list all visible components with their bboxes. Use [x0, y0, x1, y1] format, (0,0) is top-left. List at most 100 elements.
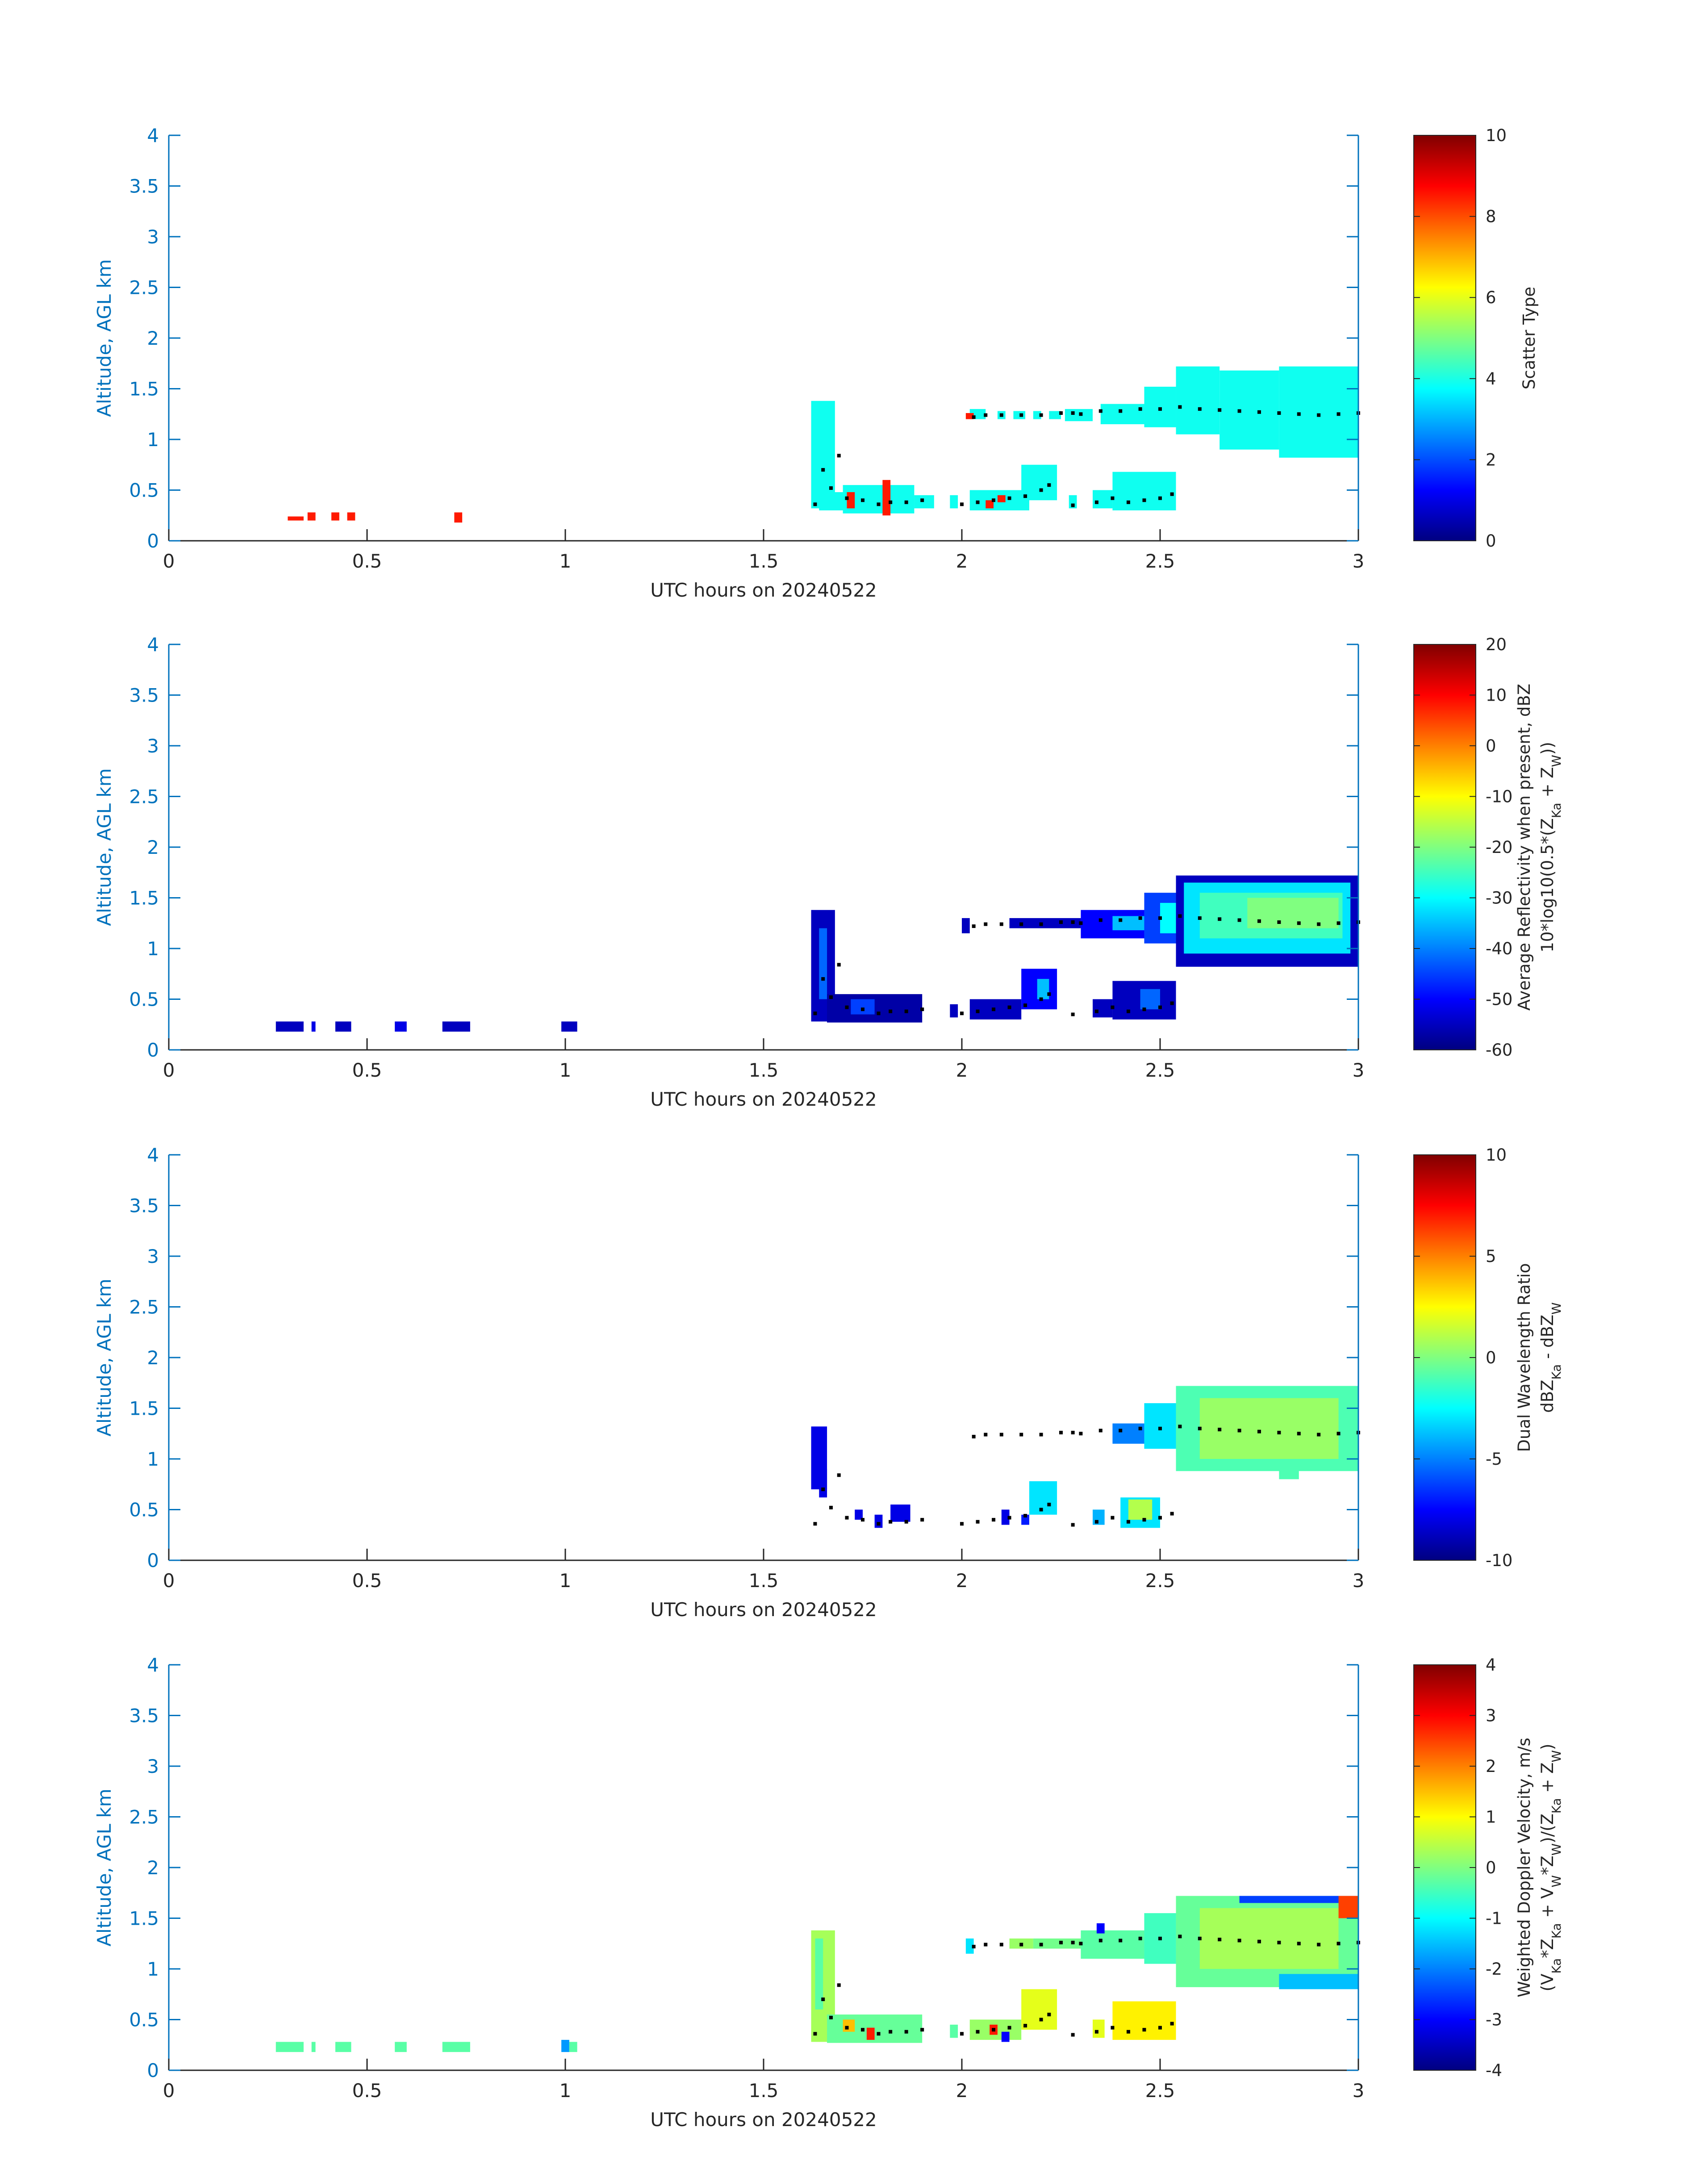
marker-dot — [992, 1007, 996, 1011]
marker-dot — [1111, 1005, 1115, 1009]
marker-dot — [1277, 920, 1281, 924]
x-tick-label: 2.5 — [1145, 2080, 1175, 2102]
marker-dot — [992, 2028, 996, 2032]
marker-dot — [1023, 1514, 1027, 1518]
colorbar-tick-label: -20 — [1486, 838, 1512, 857]
heatmap-cell — [276, 2042, 304, 2052]
heatmap-cell — [1049, 411, 1061, 419]
marker-dot — [984, 1433, 988, 1437]
marker-dot — [1059, 1940, 1063, 1944]
colorbar-label-line-2: (VKa*ZKa + VW*ZW)/(ZKa + ZW) — [1538, 1744, 1564, 1992]
heatmap-cell — [1065, 409, 1093, 422]
x-tick-label: 2 — [956, 2080, 968, 2102]
heatmap-cell — [1199, 1908, 1339, 1969]
marker-dot — [889, 1520, 893, 1524]
marker-dot — [999, 1433, 1003, 1437]
marker-dot — [1039, 1433, 1043, 1437]
chart-panel-4: 0 0.5 1 1.5 2 2.5 3 0 0.5 1 1.5 2 2.5 3 3.5 4 UTC hours … — [93, 1654, 1564, 2131]
x-axis-label: UTC hours on 20240522 — [650, 2109, 877, 2131]
marker-dot — [992, 1518, 996, 1522]
marker-dot — [1023, 1003, 1027, 1007]
colorbar-gradient — [1413, 135, 1476, 541]
marker-dot — [1237, 1429, 1241, 1433]
y-tick-label: 1.5 — [129, 1908, 159, 1930]
x-tick-label: 0 — [163, 1570, 175, 1592]
marker-dot — [1071, 503, 1075, 507]
heatmap-cell — [1009, 918, 1081, 928]
marker-dot — [999, 413, 1003, 417]
heatmap-cell — [969, 999, 1022, 1020]
chart-panel-1: 0 0.5 1 1.5 2 2.5 3 0 0.5 1 1.5 2 2.5 3 3.5 4 UTC hours … — [93, 125, 1539, 601]
marker-dot — [1071, 411, 1075, 415]
colorbar-tick-label: 10 — [1486, 686, 1507, 705]
y-tick-label: 4 — [147, 634, 159, 656]
x-tick-label: 2 — [956, 550, 968, 572]
marker-dot — [813, 502, 817, 506]
colorbar-tick-label: -3 — [1486, 2010, 1502, 2030]
colorbar-label-line-2: 10*log10(0.5*(ZKa + ZW)) — [1538, 742, 1564, 953]
heatmap-cells — [276, 1896, 1358, 2052]
marker-dot — [1019, 1943, 1023, 1947]
heatmap-cell — [1338, 1896, 1358, 1918]
marker-dot — [813, 1011, 817, 1015]
heatmap-cell — [1279, 1974, 1358, 1989]
y-tick-label: 4 — [147, 1654, 159, 1676]
marker-dot — [1039, 2018, 1043, 2022]
marker-dot — [1098, 409, 1102, 413]
colorbar-tick-label: 0 — [1486, 531, 1496, 551]
marker-dot — [920, 1007, 924, 1011]
y-tick-label: 4 — [147, 1144, 159, 1166]
heatmap-cell — [1112, 2001, 1176, 2040]
marker-dot — [1336, 921, 1341, 925]
x-tick-label: 0 — [163, 2080, 175, 2102]
heatmap-cell — [335, 2042, 351, 2052]
marker-dot — [845, 2026, 849, 2030]
x-tick-label: 0 — [163, 550, 175, 572]
x-axis-label: UTC hours on 20240522 — [650, 579, 877, 601]
marker-dot — [1111, 496, 1115, 500]
marker-dot — [1071, 920, 1075, 924]
marker-dot — [1111, 2026, 1115, 2030]
marker-dot — [1277, 1430, 1281, 1434]
y-tick-label: 3.5 — [129, 175, 159, 197]
marker-dot — [1007, 496, 1011, 500]
marker-dot — [861, 2028, 864, 2032]
marker-dot — [1023, 2024, 1027, 2028]
colorbar-tick-label: 10 — [1486, 1145, 1507, 1165]
marker-dot — [1094, 2030, 1098, 2034]
marker-dot — [1098, 1939, 1102, 1943]
marker-dot — [845, 1005, 849, 1009]
marker-dot — [920, 498, 924, 502]
colorbar-tick-label: -1 — [1486, 1909, 1502, 1928]
heatmap-cell — [335, 1021, 351, 1032]
marker-dot — [1119, 1429, 1123, 1433]
heatmap-cell — [866, 2027, 875, 2040]
marker-dot — [972, 924, 976, 928]
y-tick-label: 1 — [147, 1448, 159, 1470]
heatmap-cell — [874, 1514, 883, 1528]
marker-dot — [1317, 1943, 1321, 1947]
marker-dot — [1079, 412, 1083, 416]
colorbar-tick-label: -50 — [1486, 990, 1512, 1009]
marker-dot — [1079, 921, 1083, 925]
marker-dot — [1158, 1005, 1162, 1009]
marker-dot — [1126, 500, 1130, 504]
colorbar-tick-label: 0 — [1486, 1858, 1496, 1877]
marker-dot — [999, 922, 1003, 926]
marker-dot — [1111, 1516, 1115, 1520]
marker-dot — [829, 995, 833, 999]
colorbar-gradient — [1413, 644, 1476, 1050]
marker-dot — [1317, 922, 1321, 926]
marker-dot — [1126, 2030, 1130, 2034]
x-tick-label: 0.5 — [352, 2080, 382, 2102]
y-tick-label: 3 — [147, 1245, 159, 1267]
marker-dot — [889, 2030, 893, 2034]
heatmap-cell — [1021, 1514, 1029, 1525]
heatmap-cell — [307, 512, 316, 521]
marker-dot — [960, 502, 964, 506]
marker-dot — [1071, 2033, 1075, 2037]
plot-area — [169, 1665, 1358, 2070]
marker-dot — [1138, 1426, 1142, 1430]
marker-dot — [1047, 1503, 1051, 1507]
marker-dot — [920, 1518, 924, 1522]
